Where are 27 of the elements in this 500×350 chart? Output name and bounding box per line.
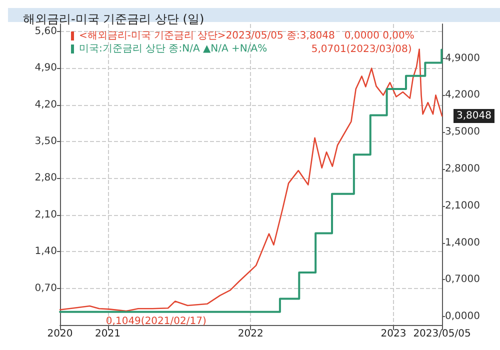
y-tick-label: 2,80: [34, 172, 57, 184]
y2-tick-label: 2,1000: [445, 200, 480, 212]
legend-label: 미국:기준금리 상단 종:N/A ▲N/A +N/A%: [79, 44, 268, 54]
x-tick-label: 2020: [47, 328, 73, 340]
y2-tick-label: 2,8000: [445, 163, 480, 174]
x-tick-label: 2022: [238, 328, 264, 340]
annotation: 5,0701(2023/03/08): [311, 44, 412, 55]
x-tick-label: 2023: [380, 328, 406, 340]
y2-tick-label: 3,5000: [445, 126, 480, 138]
text: 3,8048: [456, 110, 492, 122]
x-tick-label: 2023/05/05: [413, 328, 471, 340]
y-tick-label: 5,60: [34, 26, 57, 37]
y-tick-label: 4,20: [34, 99, 57, 110]
x-tick-label: 2021: [95, 328, 120, 340]
y-tick-label: 3,50: [34, 136, 57, 147]
y2-tick-label: 0,0000: [445, 311, 480, 322]
y-tick-label: 2,10: [34, 209, 57, 220]
y2-tick-label: 4,2000: [445, 90, 480, 101]
y2-tick-label: 4,9000: [445, 52, 480, 64]
y-tick-label: 0,70: [34, 282, 57, 294]
y-tick-label: 1,40: [34, 246, 57, 258]
y2-tick-label: 1,4000: [445, 237, 480, 248]
y-tick-label: 4,90: [34, 62, 57, 74]
chart-title: 해외금리-미국 기준금리 상단 (일): [23, 12, 204, 26]
annotation: 0,1049(2021/02/17): [106, 316, 206, 328]
y2-tick-label: 0,7000: [445, 274, 480, 286]
legend-label: <해외금리-미국 기준금리 상단>2023/05/05 종:3,8048 0,0000 0,00%: [79, 30, 414, 42]
